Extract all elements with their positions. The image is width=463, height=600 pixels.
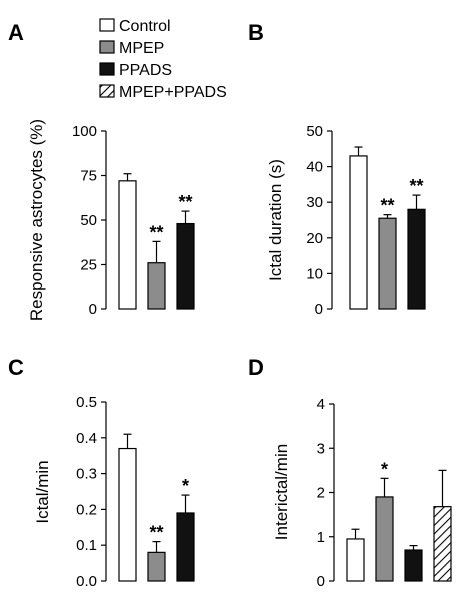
y-tick-label: 2 (317, 485, 325, 502)
chart-panel-b: 0 10 20 30 40 50 Ictal duration (s) ** ** (266, 123, 426, 318)
bar-mpep-ppads (433, 506, 452, 582)
legend-swatch (99, 40, 115, 54)
y-tick-label: 1 (317, 529, 325, 546)
y-tick-label: 25 (80, 257, 97, 274)
significance-label: ** (178, 192, 192, 212)
bar-ppads (407, 208, 426, 310)
panel-letter-c: C (8, 355, 24, 380)
bar-control (118, 180, 137, 310)
bar-ppads (404, 549, 423, 582)
legend: Control MPEP PPADS MPEP+PPADS (99, 18, 227, 101)
y-tick-label: 50 (80, 212, 97, 229)
significance-label: ** (380, 196, 394, 216)
y-tick-label: 40 (306, 159, 323, 176)
y-tick-label: 0 (315, 301, 323, 318)
y-tick-label: 0 (89, 301, 97, 318)
bar-mpep (147, 262, 166, 310)
y-axis-label: Interictal/min (272, 444, 291, 540)
bar-control (349, 155, 368, 310)
y-tick-label: 0.0 (76, 573, 97, 590)
bar-mpep (147, 551, 166, 582)
y-axis-label: Ictal duration (s) (266, 159, 285, 281)
y-tick-label: 30 (306, 194, 323, 211)
y-tick-label: 0.3 (76, 466, 97, 483)
bar-mpep (375, 496, 394, 582)
bar-ppads (176, 512, 195, 582)
legend-swatch (99, 84, 115, 98)
panel-letter-b: B (248, 20, 264, 45)
significance-label: ** (149, 222, 163, 242)
y-tick-label: 3 (317, 440, 325, 457)
y-tick-label: 50 (306, 123, 323, 140)
legend-label: MPEP+PPADS (119, 84, 227, 101)
y-tick-label: 20 (306, 230, 323, 247)
bar-ppads (176, 222, 195, 310)
legend-swatch (99, 18, 115, 32)
legend-swatch (99, 62, 115, 76)
bar-control (118, 447, 137, 582)
significance-label: * (182, 476, 189, 496)
legend-label: Control (119, 18, 171, 35)
significance-label: ** (409, 176, 423, 196)
legend-label: PPADS (119, 62, 172, 79)
significance-label: ** (149, 523, 163, 543)
chart-panel-a: 0 25 50 75 100 Responsive astrocytes (%) ** ** (27, 119, 195, 321)
y-tick-label: 100 (72, 123, 97, 140)
significance-label: * (381, 459, 388, 479)
y-axis-label: Ictal/min (33, 460, 52, 523)
y-tick-label: 0.4 (76, 430, 97, 447)
y-tick-label: 10 (306, 265, 323, 282)
panel-letter-d: D (248, 355, 264, 380)
chart-panel-d: 0 1 2 3 4 Interictal/min * (272, 396, 452, 590)
y-tick-label: 0.2 (76, 501, 97, 518)
y-tick-label: 0.1 (76, 537, 97, 554)
panel-letter-a: A (8, 20, 24, 45)
bar-mpep (378, 217, 397, 310)
y-tick-label: 75 (80, 168, 97, 185)
y-tick-label: 4 (317, 396, 325, 413)
y-tick-label: 0 (317, 573, 325, 590)
bar-control (346, 538, 365, 582)
y-tick-label: 0.5 (76, 394, 97, 411)
y-axis-label: Responsive astrocytes (%) (27, 119, 46, 321)
legend-label: MPEP (119, 40, 164, 57)
